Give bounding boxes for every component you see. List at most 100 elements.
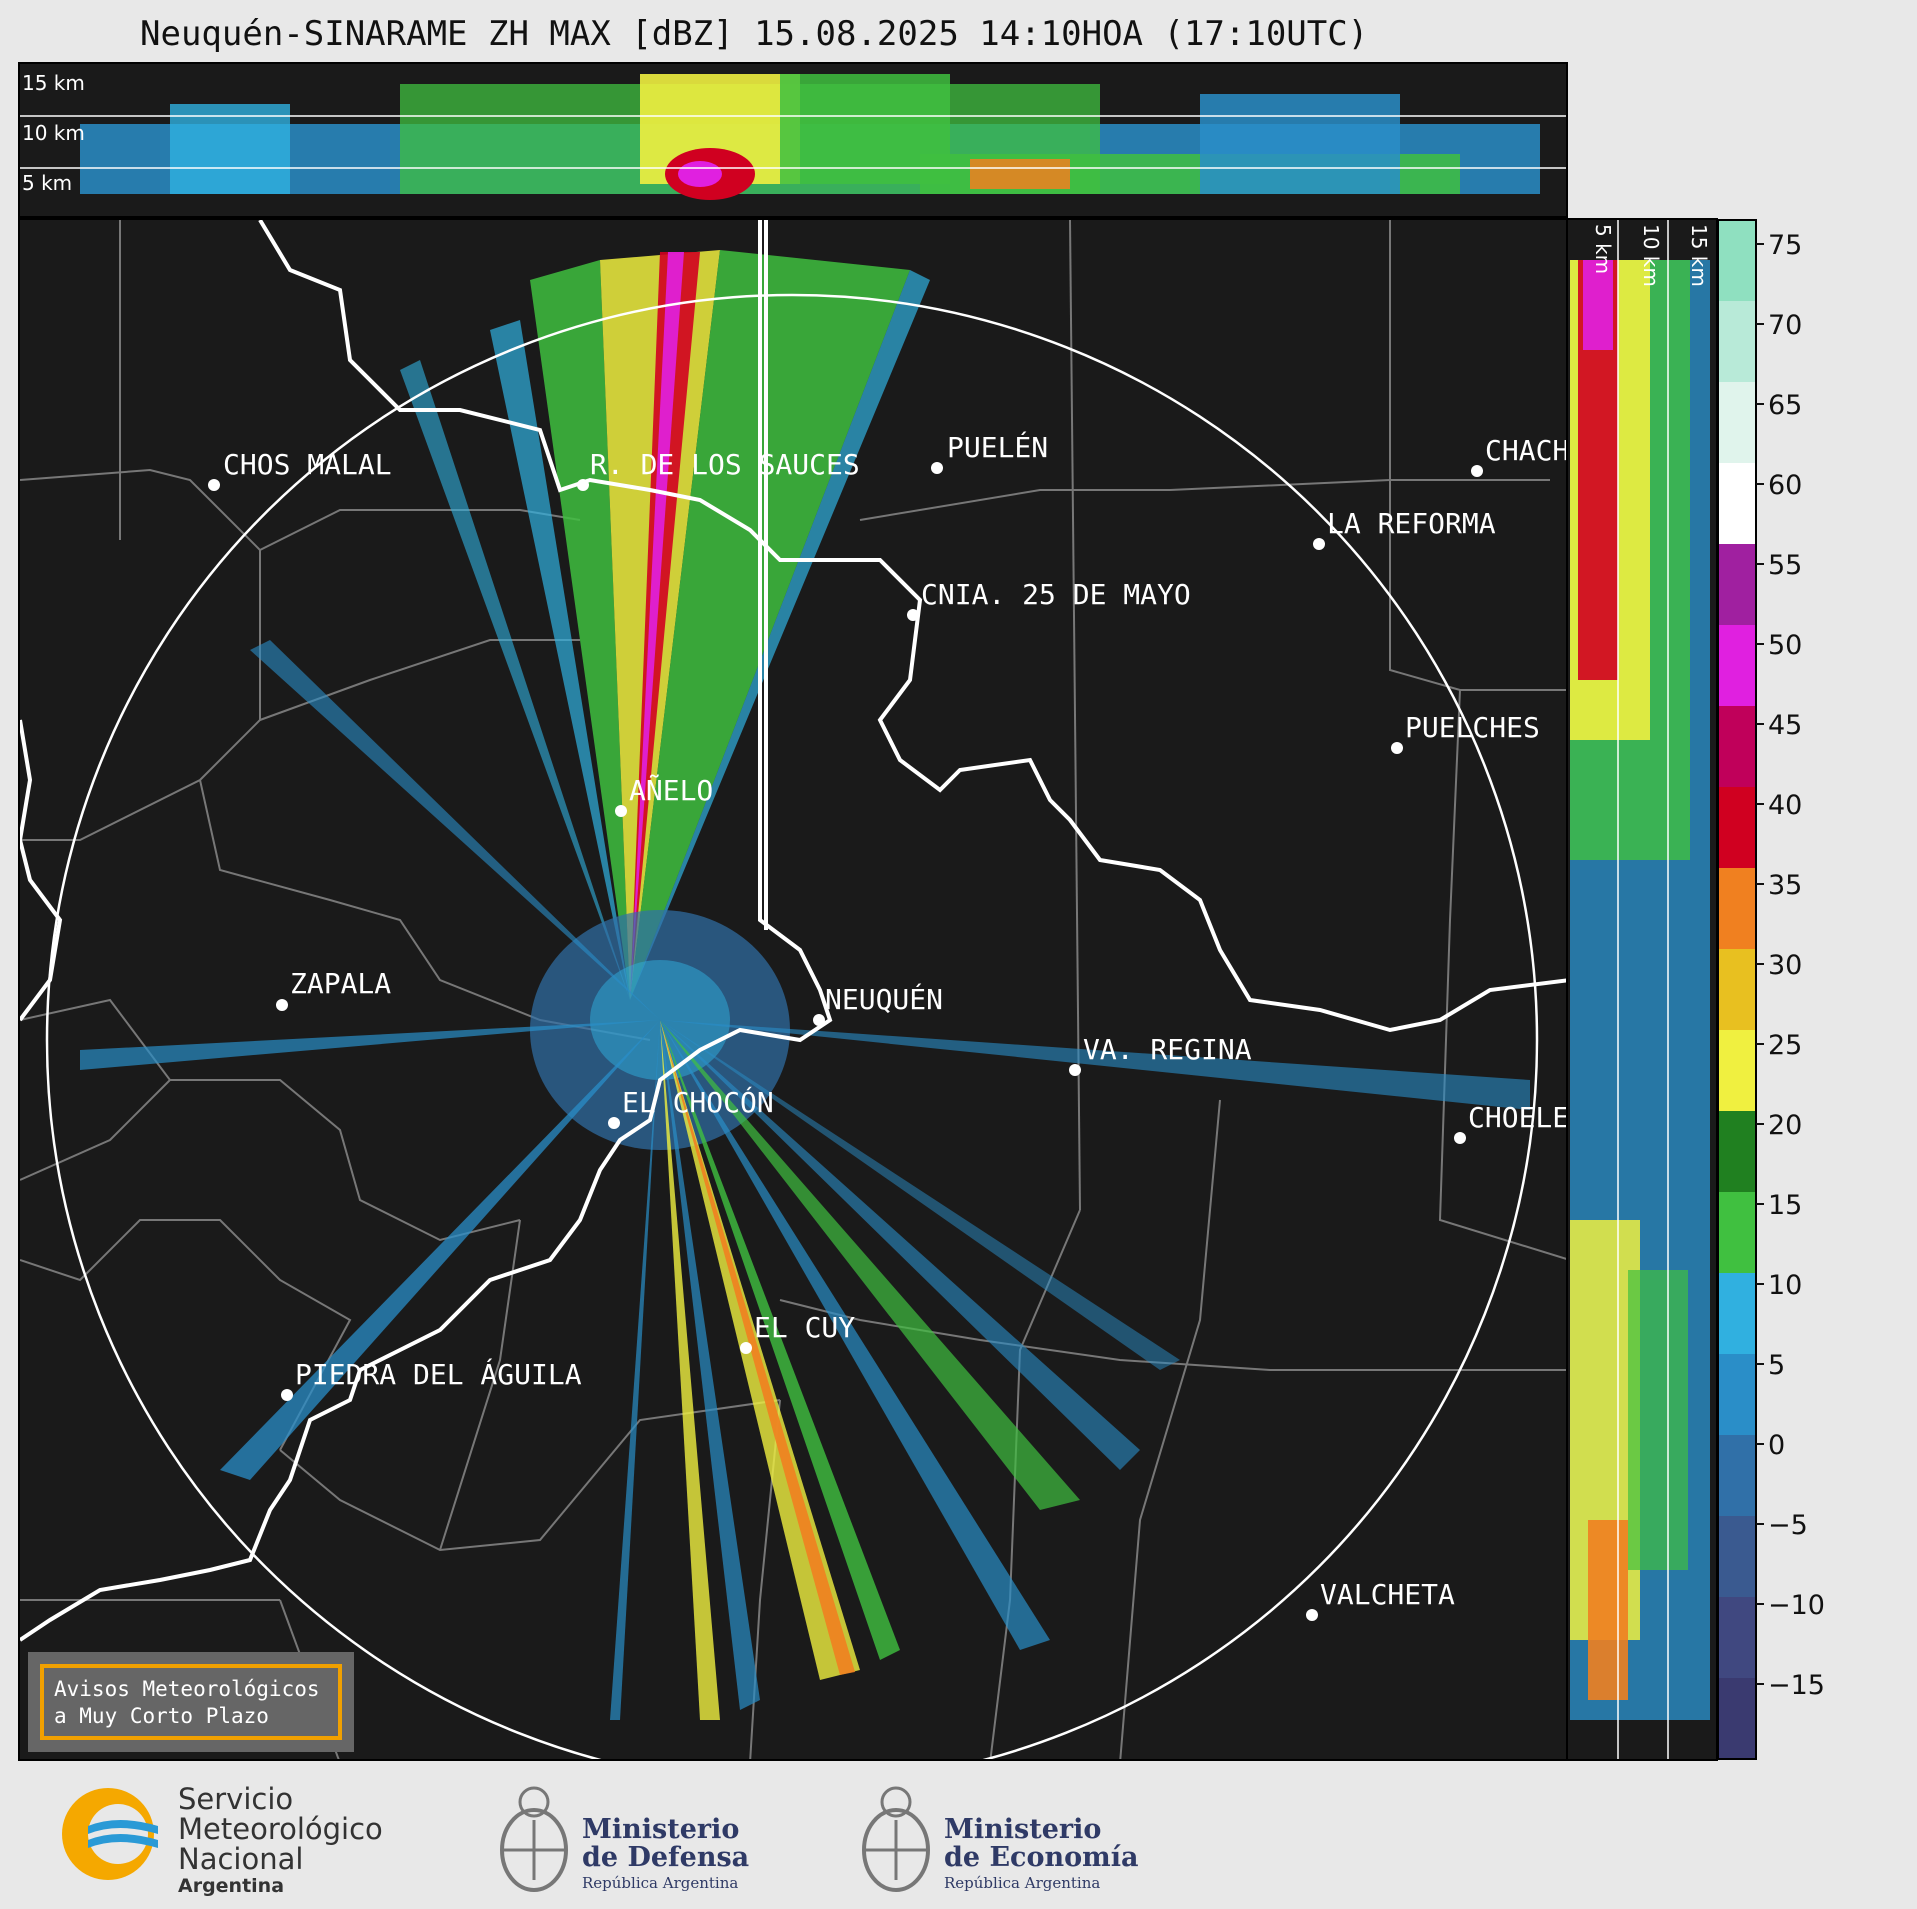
colorbar-tick-label: 5 bbox=[1768, 1350, 1785, 1381]
radar-map-panel: CHOS MALAL R. DE LOS SAUCES PUELÉN CHACH… bbox=[18, 218, 1568, 1761]
side-echo-layer bbox=[1570, 260, 1710, 1720]
city-dot-neuquen bbox=[813, 1014, 825, 1026]
ministerio-economia-text: Ministerio de Economía República Argenti… bbox=[944, 1816, 1138, 1894]
city-dot-el-chocon bbox=[608, 1117, 620, 1129]
top-alt-label-15: 15 km bbox=[22, 71, 85, 95]
colorbar-tick-label: 20 bbox=[1768, 1110, 1802, 1141]
smn-line-4: Argentina bbox=[178, 1875, 285, 1897]
city-dot-valcheta bbox=[1306, 1609, 1318, 1621]
colorbar-swatch bbox=[1718, 949, 1756, 1031]
colorbar-swatch bbox=[1718, 301, 1756, 383]
colorbar-swatch bbox=[1718, 625, 1756, 707]
colorbar-tick-label: 35 bbox=[1768, 870, 1802, 901]
defensa-line-1: Ministerio bbox=[582, 1814, 740, 1845]
argentina-crest-icon bbox=[500, 1786, 568, 1892]
city-label-zapala: ZAPALA bbox=[290, 967, 391, 1000]
colorbar-swatch bbox=[1718, 382, 1756, 464]
city-label-choele-choel: CHOELE bbox=[1468, 1101, 1568, 1134]
side-cross-section-svg: 5 km 10 km 15 km bbox=[1570, 220, 1711, 1759]
colorbar-tick-label: 55 bbox=[1768, 550, 1802, 581]
city-label-chos-malal: CHOS MALAL bbox=[223, 448, 392, 481]
colorbar-swatch bbox=[1718, 868, 1756, 950]
city-label-puelches: PUELCHES bbox=[1405, 711, 1540, 744]
colorbar-swatch bbox=[1718, 1192, 1756, 1274]
radar-range-ring bbox=[45, 293, 1539, 1759]
city-label-el-chocon: EL CHOCÓN bbox=[622, 1085, 774, 1119]
city-label-piedra-del-aguila: PIEDRA DEL ÁGUILA bbox=[295, 1357, 582, 1391]
colorbar-tick-label: 25 bbox=[1768, 1030, 1802, 1061]
colorbar-tick-label: −5 bbox=[1768, 1510, 1808, 1541]
city-dot-choele-choel bbox=[1454, 1132, 1466, 1144]
city-label-chacharramendi: CHACH bbox=[1485, 434, 1568, 467]
colorbar-tick-label: −15 bbox=[1768, 1670, 1825, 1701]
smn-line-1: Servicio bbox=[178, 1782, 294, 1816]
city-label-el-cuy: EL CUY bbox=[754, 1311, 855, 1344]
city-markers: CHOS MALAL R. DE LOS SAUCES PUELÉN CHACH… bbox=[208, 430, 1568, 1621]
economia-line-3: República Argentina bbox=[944, 1874, 1101, 1892]
city-dot-la-reforma bbox=[1313, 538, 1325, 550]
colorbar-tick-label: 60 bbox=[1768, 470, 1802, 501]
side-alt-label-10: 10 km bbox=[1639, 224, 1663, 287]
city-dot-chacharramendi bbox=[1471, 465, 1483, 477]
city-label-anelo: AÑELO bbox=[629, 773, 713, 807]
page-title: Neuquén-SINARAME ZH MAX [dBZ] 15.08.2025… bbox=[140, 14, 1369, 54]
city-dot-piedra-del-aguila bbox=[281, 1389, 293, 1401]
side-cross-section-panel: 5 km 10 km 15 km bbox=[1566, 218, 1718, 1761]
colorbar-swatch bbox=[1718, 1111, 1756, 1193]
city-label-puelen: PUELÉN bbox=[947, 430, 1048, 464]
colorbar-swatch bbox=[1718, 1597, 1756, 1679]
colorbar-swatch bbox=[1718, 1030, 1756, 1112]
side-alt-label-5: 5 km bbox=[1591, 224, 1615, 274]
colorbar-tick-label: 40 bbox=[1768, 790, 1802, 821]
city-dot-chos-malal bbox=[208, 479, 220, 491]
colorbar-tick-label: 45 bbox=[1768, 710, 1802, 741]
notice-inner: Avisos Meteorológicos a Muy Corto Plazo bbox=[40, 1664, 342, 1740]
province-borders bbox=[20, 220, 1566, 1642]
top-echo-layer bbox=[80, 74, 1540, 200]
colorbar-swatch bbox=[1718, 463, 1756, 545]
city-dot-anelo bbox=[615, 805, 627, 817]
colorbar-tick-label: 15 bbox=[1768, 1190, 1802, 1221]
notice-line-1: Avisos Meteorológicos bbox=[54, 1677, 320, 1701]
footer-logos: Servicio Meteorológico Nacional Argentin… bbox=[0, 1762, 1917, 1909]
top-alt-label-10: 10 km bbox=[22, 121, 85, 145]
top-cross-section-svg: 15 km 10 km 5 km bbox=[20, 71, 1566, 200]
side-alt-label-15: 15 km bbox=[1687, 224, 1711, 287]
city-label-rincon-de-los-sauces: R. DE LOS SAUCES bbox=[590, 448, 860, 481]
notice-box: Avisos Meteorológicos a Muy Corto Plazo bbox=[28, 1652, 354, 1752]
colorbar-swatch bbox=[1718, 220, 1756, 302]
colorbar-frame bbox=[1718, 219, 1757, 1760]
city-dot-el-cuy bbox=[740, 1342, 752, 1354]
economia-line-1: Ministerio bbox=[944, 1814, 1102, 1845]
ministerio-defensa-text: Ministerio de Defensa República Argentin… bbox=[582, 1816, 749, 1894]
colorbar-tick-label: 50 bbox=[1768, 630, 1802, 661]
colorbar-tick-label: 0 bbox=[1768, 1430, 1785, 1461]
smn-line-2: Meteorológico bbox=[178, 1812, 383, 1846]
colorbar-tick-label: 30 bbox=[1768, 950, 1802, 981]
top-cross-section-panel: 15 km 10 km 5 km bbox=[18, 62, 1568, 218]
colorbar-tick-label: 10 bbox=[1768, 1270, 1802, 1301]
city-dot-colonia-25-de-mayo bbox=[907, 609, 919, 621]
city-label-la-reforma: LA REFORMA bbox=[1327, 507, 1496, 540]
colorbar-tick-label: 70 bbox=[1768, 310, 1802, 341]
smn-logo-text: Servicio Meteorológico Nacional Argentin… bbox=[178, 1784, 383, 1898]
colorbar-swatch bbox=[1718, 1516, 1756, 1598]
colorbar-swatch bbox=[1718, 1273, 1756, 1355]
argentina-crest-icon bbox=[862, 1786, 930, 1892]
defensa-line-3: República Argentina bbox=[582, 1874, 739, 1892]
city-dot-puelen bbox=[931, 462, 943, 474]
top-alt-label-5: 5 km bbox=[22, 171, 72, 195]
colorbar-tick-label: −10 bbox=[1768, 1590, 1825, 1621]
colorbar-swatch bbox=[1718, 1354, 1756, 1436]
colorbar-swatch bbox=[1718, 787, 1756, 869]
colorbar-tick-label: 75 bbox=[1768, 230, 1802, 261]
smn-line-3: Nacional bbox=[178, 1842, 304, 1876]
city-label-colonia-25-de-mayo: CNIA. 25 DE MAYO bbox=[921, 578, 1191, 611]
city-dot-zapala bbox=[276, 999, 288, 1011]
colorbar-swatches bbox=[1718, 220, 1756, 1760]
colorbar-swatch bbox=[1718, 544, 1756, 626]
radar-map-svg: CHOS MALAL R. DE LOS SAUCES PUELÉN CHACH… bbox=[20, 220, 1568, 1759]
colorbar-swatch bbox=[1718, 1435, 1756, 1517]
city-dot-puelches bbox=[1391, 742, 1403, 754]
